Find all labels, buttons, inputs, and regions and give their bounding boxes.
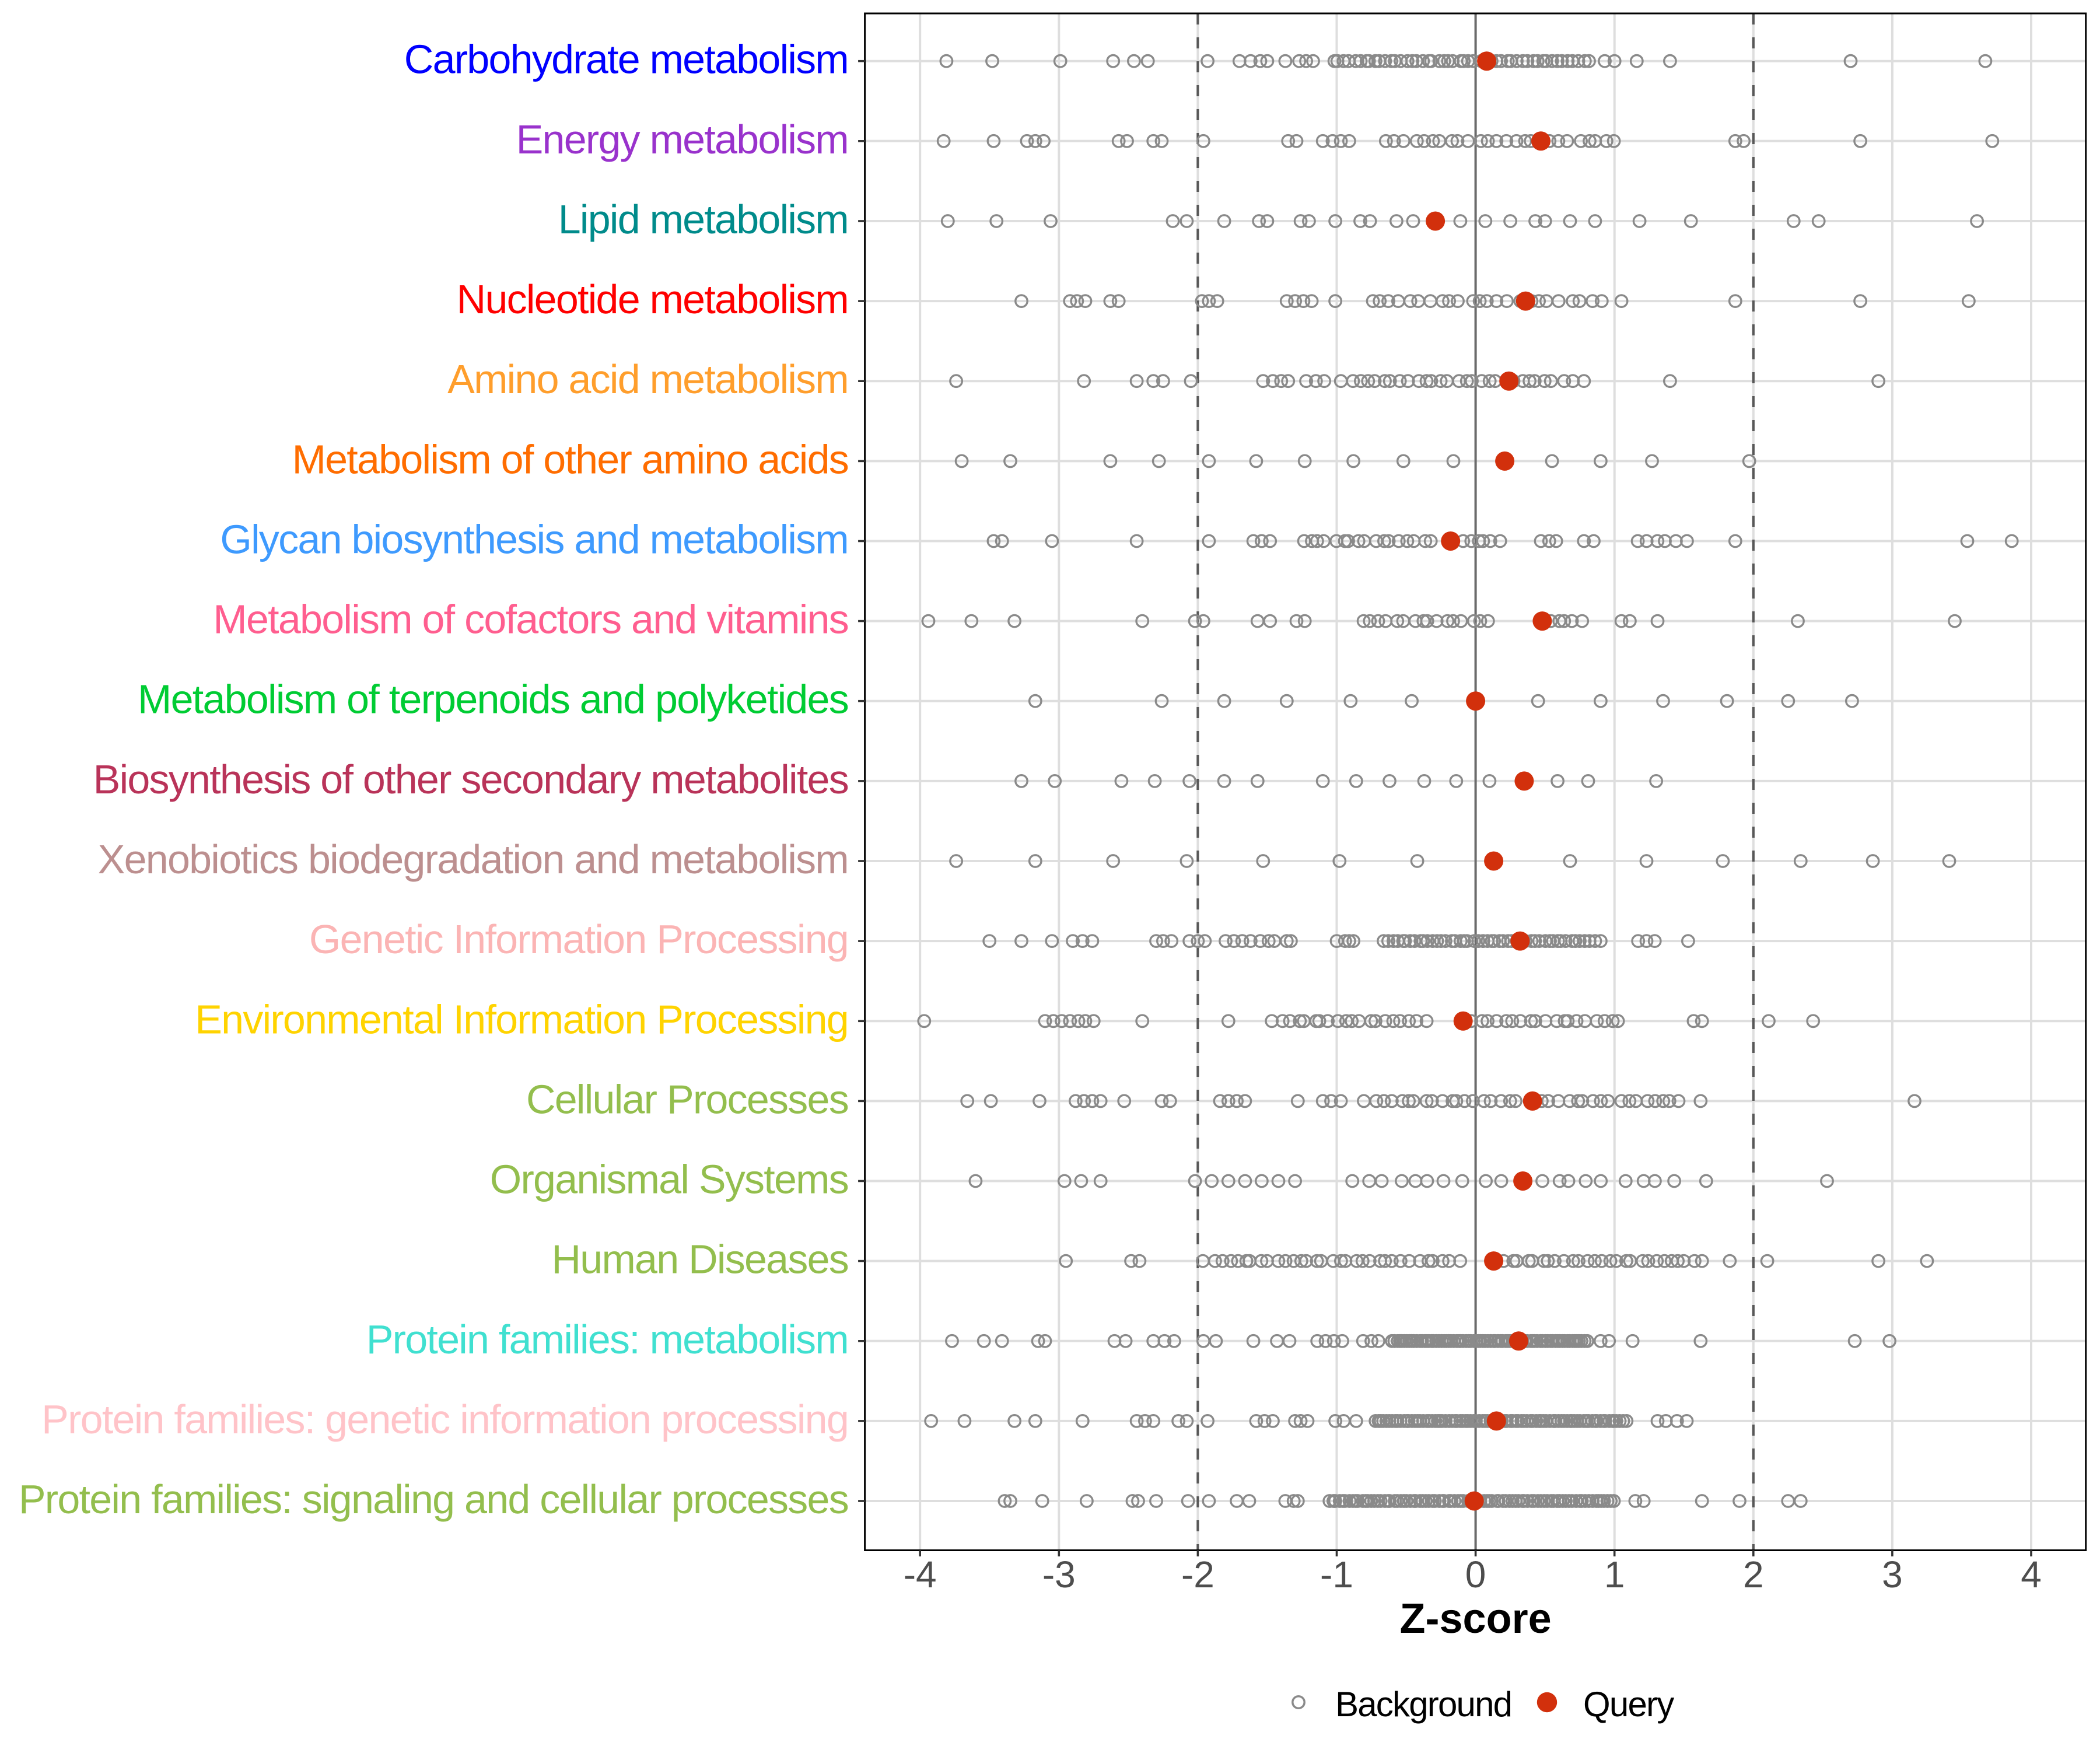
svg-text:4: 4 (2021, 1553, 2042, 1595)
svg-text:Cellular Processes: Cellular Processes (526, 1076, 848, 1122)
svg-text:Carbohydrate metabolism: Carbohydrate metabolism (404, 37, 848, 82)
svg-text:Metabolism of terpenoids and p: Metabolism of terpenoids and polyketides (138, 677, 848, 722)
svg-text:Biosynthesis of other secondar: Biosynthesis of other secondary metaboli… (93, 757, 848, 802)
svg-text:-2: -2 (1181, 1553, 1214, 1595)
svg-text:Nucleotide metabolism: Nucleotide metabolism (457, 277, 848, 322)
svg-text:Z-score: Z-score (1400, 1595, 1552, 1642)
svg-text:Metabolism of other amino acid: Metabolism of other amino acids (292, 436, 848, 482)
svg-text:-4: -4 (904, 1553, 937, 1595)
svg-text:Protein families: metabolism: Protein families: metabolism (366, 1317, 848, 1362)
svg-text:0: 0 (1465, 1553, 1486, 1595)
svg-text:Protein families: genetic info: Protein families: genetic information pr… (41, 1397, 848, 1442)
svg-text:Glycan biosynthesis and metabo: Glycan biosynthesis and metabolism (220, 517, 848, 562)
svg-text:Human Diseases: Human Diseases (552, 1237, 849, 1282)
svg-text:Genetic Information Processing: Genetic Information Processing (309, 916, 848, 962)
svg-text:Query: Query (1583, 1685, 1674, 1724)
svg-text:Lipid metabolism: Lipid metabolism (558, 197, 848, 242)
svg-text:Xenobiotics biodegradation and: Xenobiotics biodegradation and metabolis… (98, 837, 848, 882)
svg-text:Environmental Information Proc: Environmental Information Processing (195, 996, 848, 1042)
svg-text:3: 3 (1882, 1553, 1903, 1595)
svg-text:Metabolism of cofactors and vi: Metabolism of cofactors and vitamins (213, 597, 848, 642)
svg-text:Protein families: signaling an: Protein families: signaling and cellular… (19, 1476, 848, 1522)
svg-text:-1: -1 (1320, 1553, 1353, 1595)
svg-text:Energy metabolism: Energy metabolism (516, 117, 848, 162)
svg-text:Amino acid metabolism: Amino acid metabolism (447, 356, 848, 402)
svg-text:1: 1 (1604, 1553, 1625, 1595)
svg-text:-3: -3 (1042, 1553, 1076, 1595)
svg-text:2: 2 (1743, 1553, 1764, 1595)
svg-text:Organismal Systems: Organismal Systems (490, 1157, 848, 1202)
svg-text:Background: Background (1335, 1685, 1511, 1724)
